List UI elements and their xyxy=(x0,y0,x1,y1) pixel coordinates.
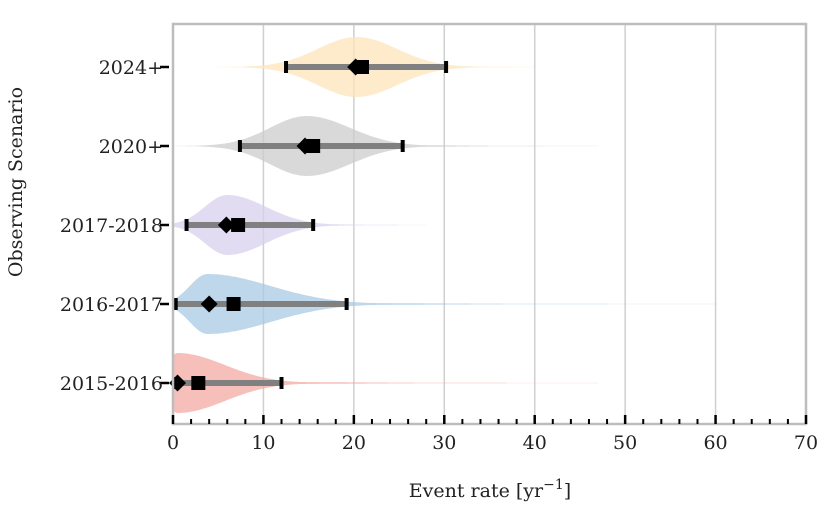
violin-group-2017-2018 xyxy=(173,195,427,255)
violin-group-2020- xyxy=(173,116,598,176)
mean-marker-2016-2017 xyxy=(226,297,241,311)
x-tick-label-10: 10 xyxy=(251,432,275,454)
median-marker-2016-2017 xyxy=(200,295,218,313)
x-tick-label-70: 70 xyxy=(794,432,818,454)
y-tick-label-2024-: 2024+ xyxy=(99,57,163,79)
y-tick-label-2016-2017: 2016-2017 xyxy=(60,294,163,316)
violin-group-2016-2017 xyxy=(173,274,716,334)
plot-frame-border xyxy=(171,22,808,426)
violin-shape-2016-2017 xyxy=(173,274,716,334)
y-tick-label-2015-2016: 2015-2016 xyxy=(60,373,163,395)
violin-shape-2015-2016 xyxy=(173,353,598,413)
violin-group-2024- xyxy=(173,37,535,97)
y-tick-label-2020-: 2020+ xyxy=(99,136,163,158)
violins xyxy=(169,37,716,413)
x-tick-label-40: 40 xyxy=(523,432,547,454)
x-axis-label: Event rate [yr−1] xyxy=(409,477,571,502)
violin-group-2015-2016 xyxy=(169,353,598,413)
x-axis-label-close: ] xyxy=(564,480,571,502)
x-tick-label-0: 0 xyxy=(167,432,179,454)
x-axis-label-main: Event rate [yr xyxy=(409,480,544,502)
axis-ticks: 0 10 20 30 40 50 60 70 2015-2016 2016-2017 2017-20… xyxy=(60,57,818,454)
x-tick-label-20: 20 xyxy=(342,432,366,454)
x-tick-label-30: 30 xyxy=(432,432,456,454)
x-tick-label-60: 60 xyxy=(703,432,727,454)
mean-marker-2017-2018 xyxy=(231,218,246,232)
median-marker-2020- xyxy=(296,137,314,155)
y-axis-label: Observing Scenario xyxy=(5,87,27,277)
x-tick-label-50: 50 xyxy=(613,432,637,454)
median-marker-2024- xyxy=(347,58,365,76)
mean-marker-2015-2016 xyxy=(191,376,206,390)
y-tick-label-2017-2018: 2017-2018 xyxy=(60,215,163,237)
x-axis-label-exponent: −1 xyxy=(543,477,564,493)
plot-frame xyxy=(171,22,808,426)
median-marker-2017-2018 xyxy=(217,216,235,234)
